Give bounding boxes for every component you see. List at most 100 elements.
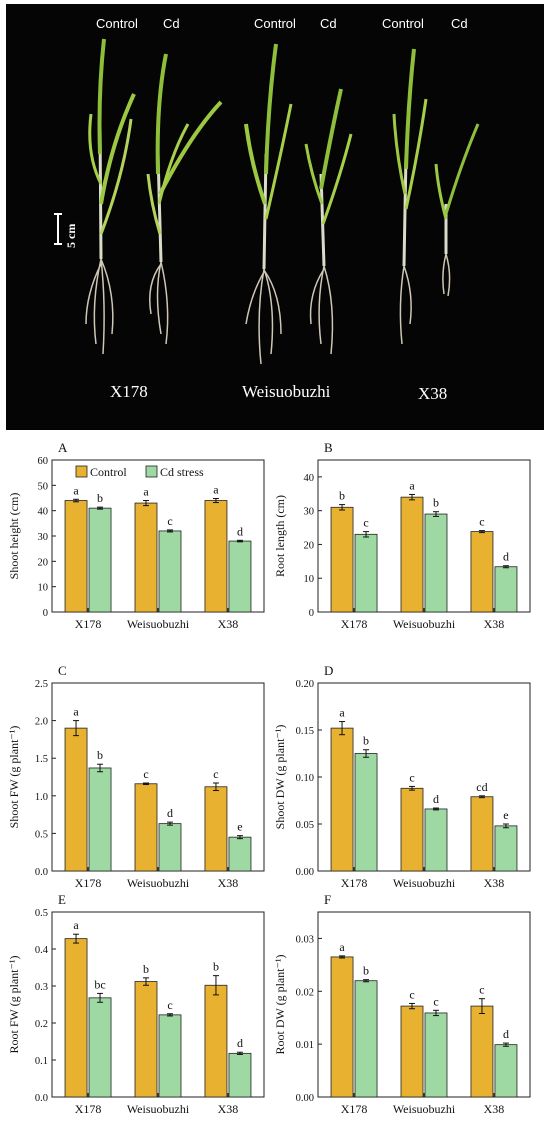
bar — [134, 502, 158, 613]
x-tick-label: X38 — [484, 1102, 505, 1116]
legend-swatch-control — [75, 465, 88, 478]
bar — [330, 727, 354, 872]
x-tick-label: X38 — [484, 876, 505, 890]
bar — [400, 787, 424, 872]
panel-c: C 0.0 0.5 1.0 1.5 2.0 2.5 Shoot FW (g plant⁻¹) a… — [7, 663, 265, 890]
y-tick-label: 0.1 — [35, 1056, 48, 1067]
photo-label-3: Control — [254, 16, 296, 31]
photo-label-5: Control — [382, 16, 424, 31]
plant-x178-control — [85, 38, 136, 355]
y-tick-label: 0.00 — [296, 1093, 314, 1104]
legend-swatch-cd — [145, 465, 158, 478]
y-tick-label: 0.2 — [35, 1019, 48, 1030]
bar — [400, 496, 424, 613]
y-tick-label: 1.0 — [35, 792, 48, 803]
y-tick-label: 0.0 — [35, 1093, 48, 1104]
bar — [158, 823, 182, 872]
x-tick-label: X38 — [218, 1102, 239, 1116]
panel-f: F 0.00 0.01 0.02 0.03 Root DW (g plant⁻¹) a b X1… — [273, 892, 531, 1116]
significance-letter: d — [237, 1036, 243, 1050]
significance-letter: c — [479, 983, 484, 997]
significance-letter: e — [237, 820, 242, 834]
bar — [354, 533, 378, 613]
y-axis-label: Root FW (g plant⁻¹) — [7, 955, 21, 1053]
legend-label-control: Control — [90, 465, 127, 479]
bar — [470, 531, 494, 613]
x-tick-label: Weisuobuzhi — [393, 1102, 456, 1116]
plant-x38-cd — [434, 123, 480, 297]
photo-label-6: Cd — [451, 16, 468, 31]
panel-letter: F — [324, 892, 331, 907]
bar — [228, 836, 252, 872]
y-tick-label: 40 — [38, 507, 49, 518]
panel-e: E 0.0 0.1 0.2 0.3 0.4 0.5 Root FW (g plant⁻¹) a b… — [7, 892, 265, 1116]
significance-letter: bc — [94, 977, 105, 991]
panel-letter: A — [58, 440, 68, 455]
bar — [400, 1005, 424, 1098]
plant-weisuobuzhi-control — [244, 43, 293, 365]
x-tick-label: Weisuobuzhi — [393, 617, 456, 631]
bar — [330, 956, 354, 1098]
bar — [494, 1044, 518, 1098]
significance-letter: b — [363, 734, 369, 748]
significance-letter: b — [97, 491, 103, 505]
bar — [134, 783, 158, 872]
significance-letter: a — [73, 705, 79, 719]
bar — [64, 500, 88, 613]
panel-letter: E — [58, 892, 66, 907]
y-tick-label: 0.03 — [296, 934, 314, 945]
bar — [64, 727, 88, 872]
y-tick-label: 60 — [38, 456, 49, 467]
significance-letter: b — [433, 496, 439, 510]
bar — [330, 506, 354, 613]
y-tick-label: 0.10 — [296, 773, 314, 784]
bar — [88, 997, 112, 1098]
y-axis-label: Shoot height (cm) — [7, 493, 21, 580]
significance-letter: a — [409, 478, 415, 492]
significance-letter: b — [213, 960, 219, 974]
significance-letter: b — [363, 964, 369, 978]
x-tick-label: X178 — [75, 617, 102, 631]
bar — [494, 566, 518, 613]
significance-letter: b — [97, 748, 103, 762]
bar — [470, 1005, 494, 1098]
significance-letter: c — [409, 770, 414, 784]
significance-letter: c — [143, 767, 148, 781]
panel-a: A 0 10 20 30 40 50 60 Shoot height (cm) a b X178 a c W… — [7, 440, 265, 631]
y-tick-label: 30 — [38, 532, 49, 543]
bar — [88, 767, 112, 872]
bar — [158, 530, 182, 613]
x-tick-label: X38 — [218, 617, 239, 631]
bar — [424, 808, 448, 872]
y-tick-label: 0.3 — [35, 982, 48, 993]
bar — [494, 825, 518, 872]
y-axis-label: Shoot DW (g plant⁻¹) — [273, 725, 287, 830]
plant-x178-cd — [146, 53, 223, 345]
significance-letter: c — [433, 994, 438, 1008]
significance-letter: b — [143, 962, 149, 976]
y-tick-label: 20 — [304, 540, 315, 551]
y-tick-label: 40 — [304, 473, 315, 484]
x-tick-label: X178 — [341, 876, 368, 890]
bar — [424, 1012, 448, 1098]
significance-letter: cd — [476, 780, 487, 794]
plant-illustration — [54, 38, 480, 365]
bar — [354, 980, 378, 1098]
significance-letter: a — [213, 483, 219, 497]
y-tick-label: 20 — [38, 557, 49, 568]
bar — [424, 513, 448, 613]
x-tick-label: Weisuobuzhi — [127, 1102, 190, 1116]
significance-letter: a — [73, 483, 79, 497]
panel-d: D 0.00 0.05 0.10 0.15 0.20 Shoot DW (g plant⁻¹… — [273, 663, 531, 890]
y-tick-label: 1.5 — [35, 754, 48, 765]
plant-weisuobuzhi-cd — [304, 88, 353, 355]
photo-label-2: Cd — [163, 16, 180, 31]
photo-variety-1: X178 — [110, 382, 148, 401]
panel-letter: C — [58, 663, 67, 678]
x-tick-label: Weisuobuzhi — [127, 617, 190, 631]
panel-letter: D — [324, 663, 333, 678]
bar — [470, 796, 494, 872]
y-tick-label: 0.00 — [296, 867, 314, 878]
y-tick-label: 0.4 — [35, 945, 49, 956]
y-tick-label: 50 — [38, 481, 49, 492]
